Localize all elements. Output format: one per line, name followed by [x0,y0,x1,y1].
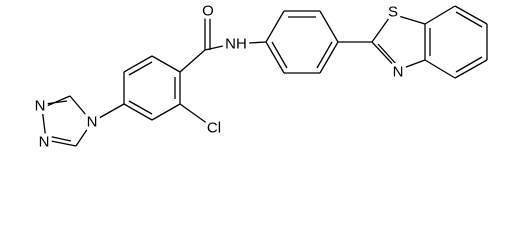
atom-label: N [87,114,98,131]
structure-diagram: O NH S N N N N Cl [34,2,488,151]
atom-label: N [39,134,50,151]
atom-label: O [202,3,214,20]
bonds [41,5,488,147]
atom-label: Cl [207,120,221,137]
atom-label: N [393,64,404,81]
atom-label: N [35,98,46,115]
atom-label: S [388,4,398,21]
atom-label: NH [225,36,247,53]
